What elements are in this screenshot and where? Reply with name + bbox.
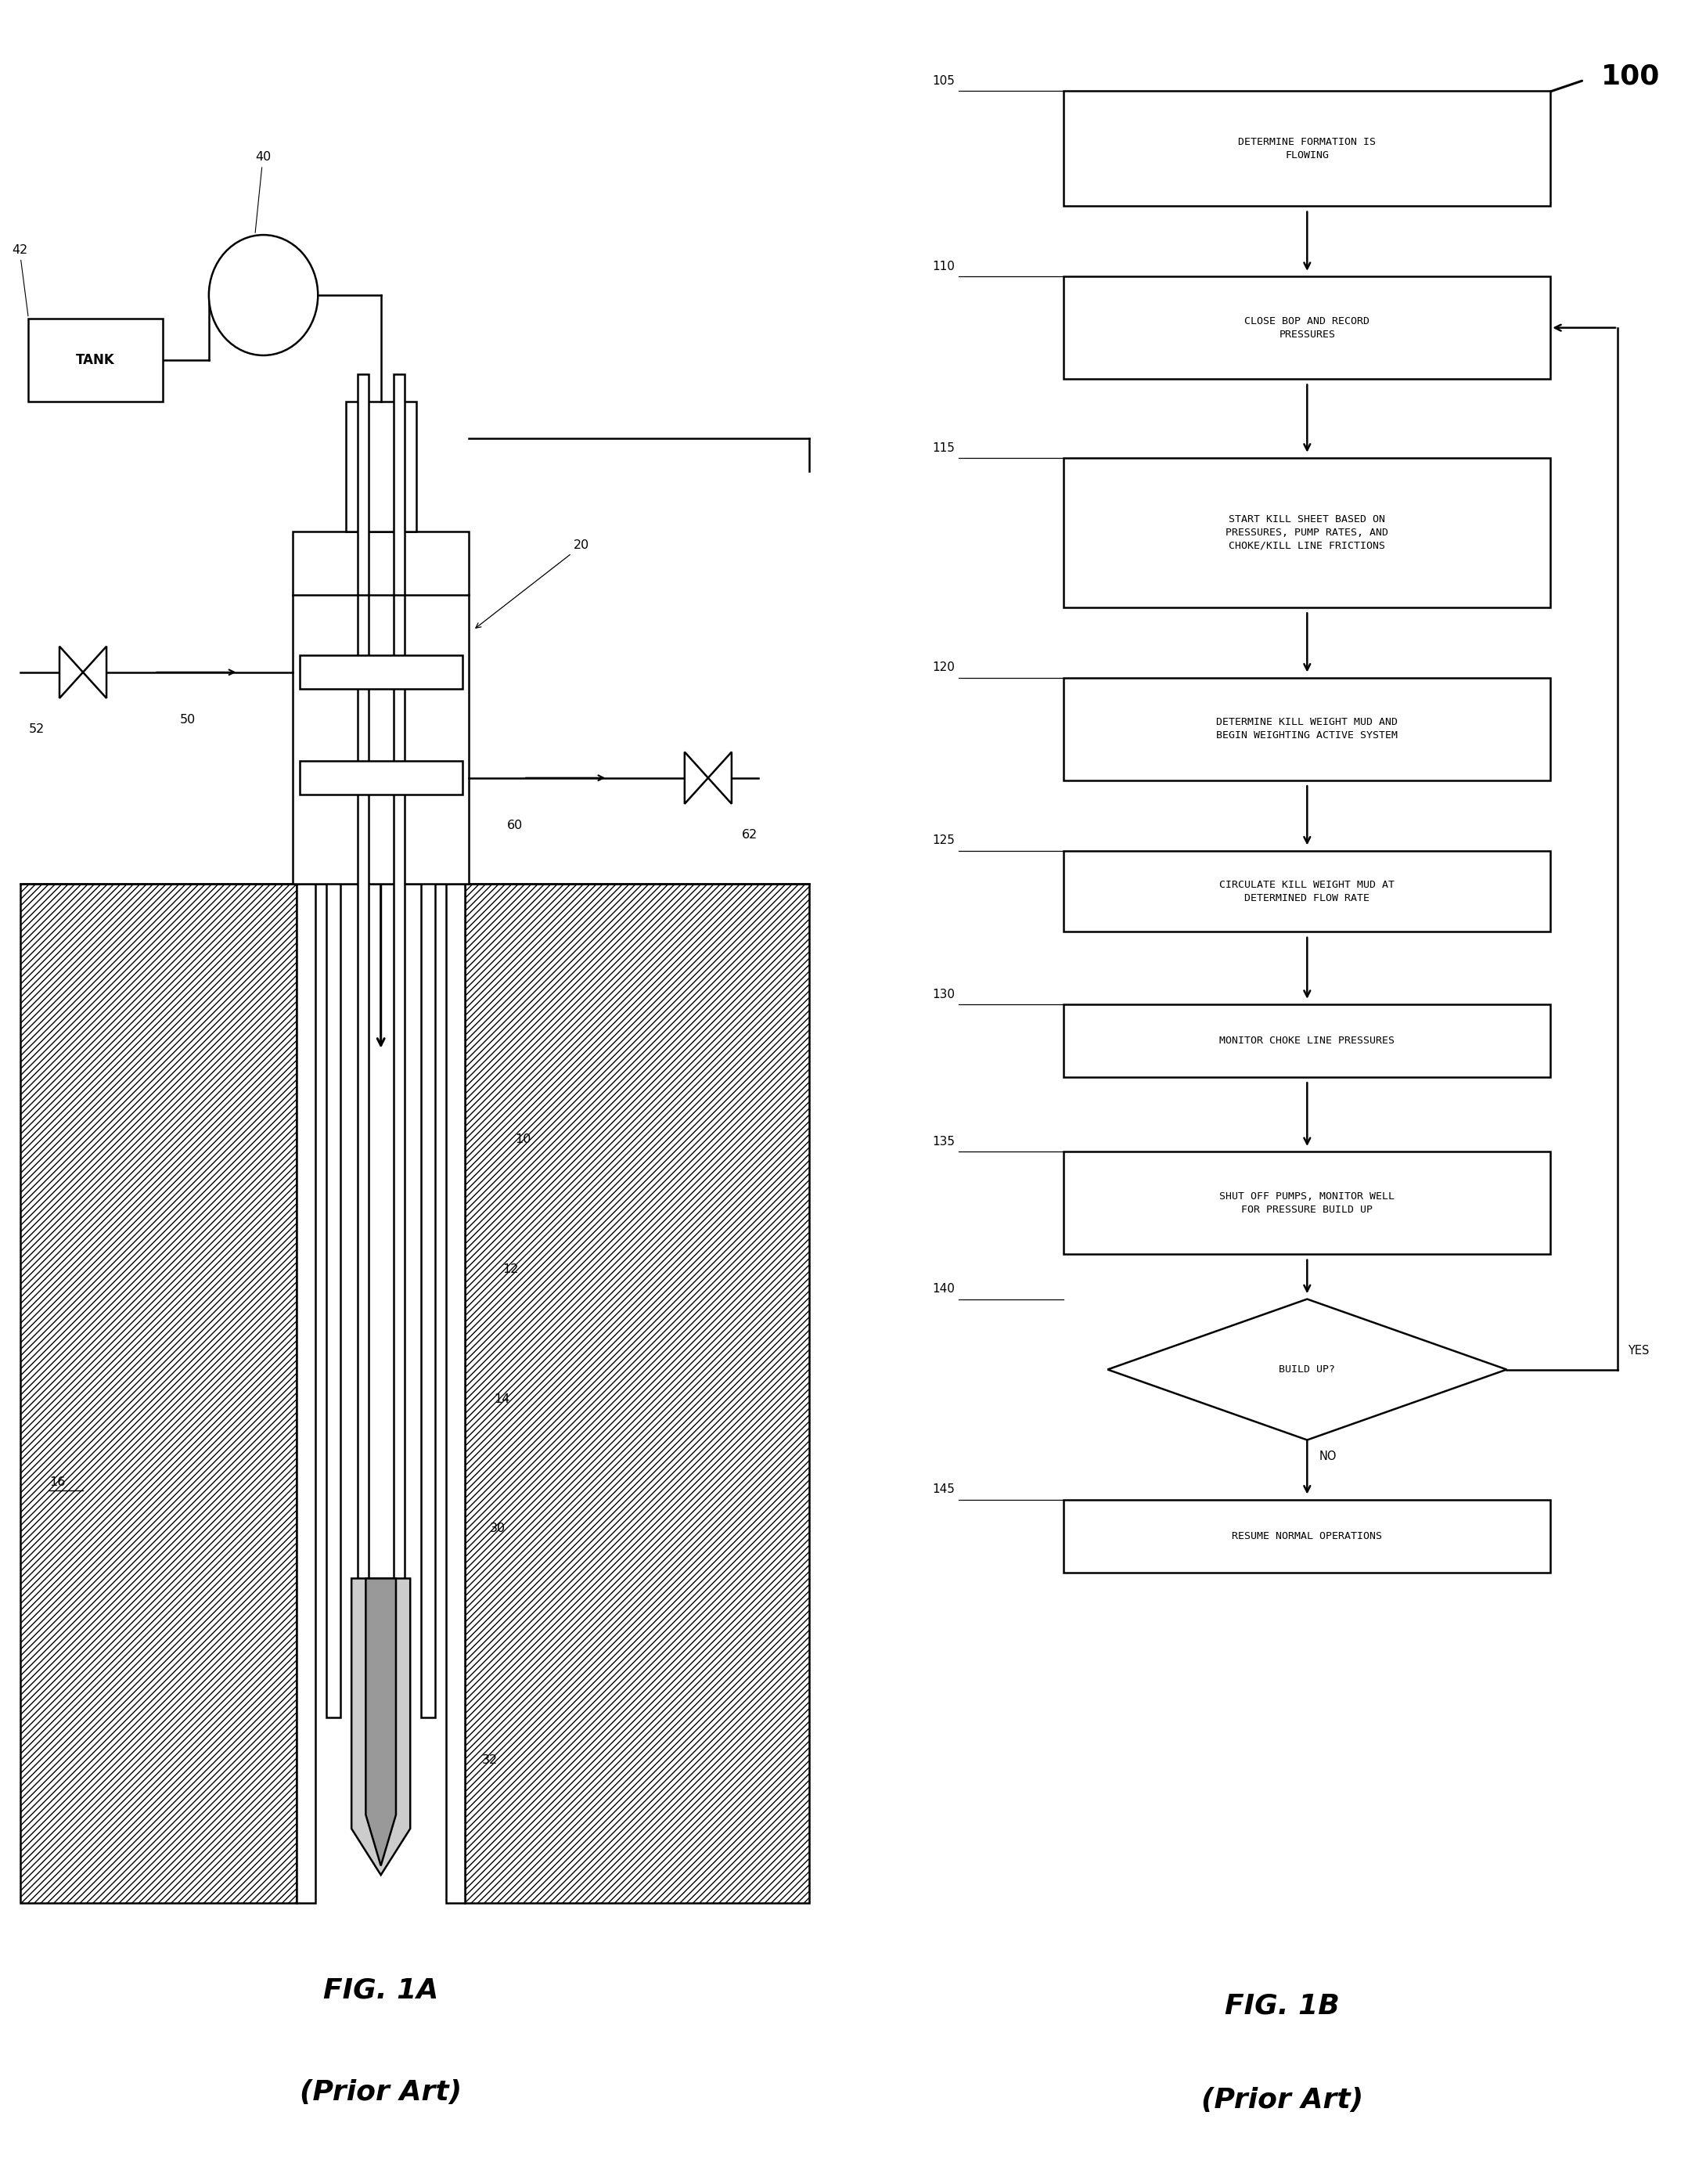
Text: FIG. 1A: FIG. 1A bbox=[322, 1977, 439, 2003]
Text: MONITOR CHOKE LINE PRESSURES: MONITOR CHOKE LINE PRESSURES bbox=[1219, 1035, 1394, 1046]
Bar bbox=[346, 402, 417, 531]
FancyBboxPatch shape bbox=[29, 319, 162, 402]
Text: 42: 42 bbox=[12, 245, 29, 317]
Text: 105: 105 bbox=[932, 74, 955, 87]
Bar bbox=[1063, 459, 1551, 607]
Text: 100: 100 bbox=[1600, 63, 1659, 90]
Text: 125: 125 bbox=[932, 834, 955, 847]
Text: 110: 110 bbox=[932, 260, 955, 273]
Bar bbox=[358, 373, 368, 1736]
Text: 12: 12 bbox=[503, 1262, 518, 1275]
Bar bbox=[292, 531, 469, 885]
Text: 120: 120 bbox=[932, 662, 955, 673]
Text: DETERMINE KILL WEIGHT MUD AND
BEGIN WEIGHTING ACTIVE SYSTEM: DETERMINE KILL WEIGHT MUD AND BEGIN WEIG… bbox=[1217, 716, 1398, 740]
Text: 115: 115 bbox=[932, 441, 955, 454]
Text: 60: 60 bbox=[506, 819, 523, 832]
Text: 40: 40 bbox=[255, 151, 270, 234]
Bar bbox=[297, 885, 316, 1902]
Bar bbox=[299, 762, 463, 795]
Text: 10: 10 bbox=[515, 1133, 532, 1144]
Text: NO: NO bbox=[1320, 1450, 1337, 1461]
Text: 145: 145 bbox=[932, 1483, 955, 1496]
Bar bbox=[464, 885, 809, 1902]
Bar bbox=[1063, 1500, 1551, 1572]
Polygon shape bbox=[366, 1579, 397, 1865]
Text: CIRCULATE KILL WEIGHT MUD AT
DETERMINED FLOW RATE: CIRCULATE KILL WEIGHT MUD AT DETERMINED … bbox=[1219, 880, 1394, 902]
Circle shape bbox=[209, 236, 317, 356]
Bar bbox=[1063, 92, 1551, 205]
Bar bbox=[20, 885, 297, 1902]
Text: BUILD UP?: BUILD UP? bbox=[1280, 1365, 1335, 1374]
Text: 32: 32 bbox=[481, 1754, 498, 1767]
Text: SHUT OFF PUMPS, MONITOR WELL
FOR PRESSURE BUILD UP: SHUT OFF PUMPS, MONITOR WELL FOR PRESSUR… bbox=[1219, 1190, 1394, 1214]
Text: START KILL SHEET BASED ON
PRESSURES, PUMP RATES, AND
CHOKE/KILL LINE FRICTIONS: START KILL SHEET BASED ON PRESSURES, PUM… bbox=[1225, 513, 1389, 550]
Text: YES: YES bbox=[1627, 1345, 1649, 1356]
Text: 50: 50 bbox=[179, 714, 196, 725]
Polygon shape bbox=[59, 646, 83, 699]
Polygon shape bbox=[707, 751, 731, 804]
Text: 52: 52 bbox=[29, 723, 44, 734]
Text: 16: 16 bbox=[49, 1476, 66, 1487]
Bar bbox=[1063, 677, 1551, 780]
Bar bbox=[446, 885, 464, 1902]
Text: CLOSE BOP AND RECORD
PRESSURES: CLOSE BOP AND RECORD PRESSURES bbox=[1244, 317, 1369, 339]
Text: TANK: TANK bbox=[76, 354, 115, 367]
Bar bbox=[299, 655, 463, 688]
Text: FIG. 1B: FIG. 1B bbox=[1224, 1992, 1339, 2020]
Text: 140: 140 bbox=[932, 1282, 955, 1295]
Text: DETERMINE FORMATION IS
FLOWING: DETERMINE FORMATION IS FLOWING bbox=[1239, 138, 1376, 159]
Bar bbox=[1063, 852, 1551, 933]
Text: (Prior Art): (Prior Art) bbox=[1200, 2086, 1362, 2114]
Text: 130: 130 bbox=[932, 989, 955, 1000]
Text: 30: 30 bbox=[490, 1522, 506, 1535]
Bar bbox=[393, 373, 405, 1736]
Polygon shape bbox=[351, 1579, 410, 1876]
Text: RESUME NORMAL OPERATIONS: RESUME NORMAL OPERATIONS bbox=[1232, 1531, 1382, 1542]
Text: (Prior Art): (Prior Art) bbox=[300, 2079, 463, 2105]
Text: 135: 135 bbox=[932, 1136, 955, 1147]
Bar bbox=[326, 836, 341, 1717]
Text: 62: 62 bbox=[741, 828, 758, 841]
Bar bbox=[420, 836, 436, 1717]
Text: 14: 14 bbox=[495, 1393, 510, 1404]
Bar bbox=[1063, 277, 1551, 380]
Bar bbox=[1063, 1005, 1551, 1077]
Text: 20: 20 bbox=[476, 539, 589, 629]
Polygon shape bbox=[83, 646, 106, 699]
Polygon shape bbox=[1107, 1299, 1507, 1439]
Polygon shape bbox=[685, 751, 707, 804]
Bar bbox=[1063, 1151, 1551, 1254]
